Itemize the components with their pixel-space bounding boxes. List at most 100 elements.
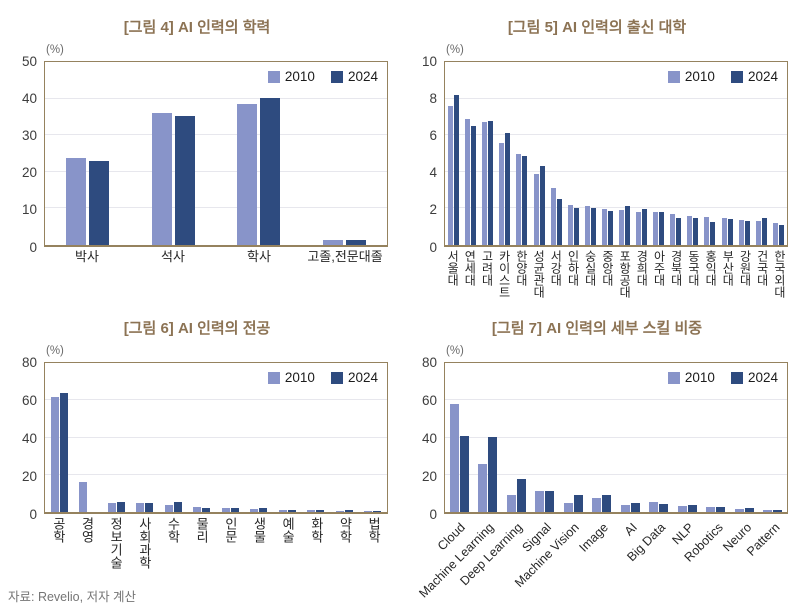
- x-category-label: 동국대: [686, 250, 701, 286]
- bar-2010: [755, 221, 761, 245]
- bar-2010: [706, 507, 716, 512]
- x-category-label: 예술: [280, 517, 296, 543]
- bar-2024: [259, 508, 268, 512]
- bar-2024: [773, 510, 783, 512]
- bar-2024: [687, 505, 697, 512]
- gridline: [45, 170, 387, 172]
- bar-2024: [454, 94, 460, 245]
- bar-2010: [516, 153, 522, 245]
- bar-2024: [778, 224, 784, 245]
- y-tick-label: 30: [21, 127, 37, 143]
- bar-2024: [607, 211, 613, 245]
- bar-2024: [522, 156, 528, 245]
- legend-swatch-2010: [267, 70, 280, 83]
- y-tick-label: 60: [21, 392, 37, 408]
- bar-2010: [653, 212, 659, 245]
- bar-2024: [676, 217, 682, 245]
- bar-group: [474, 363, 503, 512]
- bar-2010: [567, 204, 573, 245]
- bar-group: [513, 62, 530, 245]
- x-category-label: 한양대: [514, 250, 529, 286]
- figure6-title: [그림 6] AI 인력의 전공: [123, 320, 271, 337]
- bar-2010: [649, 501, 659, 512]
- bar-group: [673, 363, 702, 512]
- legend-label: 2010: [684, 69, 715, 84]
- bar-2010: [322, 239, 343, 245]
- legend-item-2010: 2010: [267, 69, 315, 84]
- bar-2010: [107, 502, 116, 512]
- figure4-unit-label: (%): [46, 44, 64, 56]
- x-category-label: Robotics: [668, 518, 725, 564]
- bar-group: [701, 62, 718, 245]
- bar-group: [216, 62, 302, 245]
- bar-2024: [761, 218, 767, 245]
- x-category-label: 경북대: [669, 250, 684, 286]
- gridline: [45, 207, 387, 209]
- gridline: [445, 207, 787, 209]
- bar-group: [702, 363, 731, 512]
- bar-2010: [550, 188, 556, 245]
- bar-group: [548, 62, 565, 245]
- legend-label: 2024: [347, 370, 378, 385]
- bar-group: [770, 62, 787, 245]
- x-category-label: 카이스트: [497, 250, 512, 298]
- figure5-plot-row: 0 2 4 6 8 10 (%) 2010 2024 서울대 연세대 고려대 카이스트 한양대 성균관…: [406, 43, 788, 313]
- figure4-bars: [45, 62, 387, 245]
- x-category-label: 인하대: [566, 250, 580, 286]
- figure6-x-labels: 공학 경영 정보기술 사회과학 수학 물리 인문 생물 예술 화학 약학 법학: [44, 514, 388, 580]
- x-category-label: Image: [567, 518, 610, 554]
- y-tick-label: 80: [421, 354, 437, 370]
- figure7-unit-label: (%): [446, 345, 464, 357]
- figure6-legend: 2010 2024: [267, 370, 378, 385]
- legend-label: 2010: [684, 370, 715, 385]
- bar-group: [633, 62, 650, 245]
- bar-2010: [738, 220, 744, 245]
- bar-2010: [704, 216, 710, 245]
- gridline: [45, 97, 387, 99]
- x-category-label: 홍익대: [703, 250, 718, 286]
- x-category-label-text: Image: [576, 520, 611, 555]
- bar-group: [502, 363, 531, 512]
- figure7-plot-row: 0 20 40 60 80 (%) 2010 2024 Cloud Machine Lear…: [406, 344, 788, 600]
- bar-2010: [533, 173, 539, 245]
- bar-group: [730, 363, 759, 512]
- bar-group: [359, 363, 388, 512]
- x-category-label: 화학: [308, 517, 324, 543]
- bar-2024: [744, 508, 754, 512]
- figure5-plot-column: (%) 2010 2024 서울대 연세대 고려대 카이스트 한양대 성균관대 서강대 인하대 숭…: [444, 43, 788, 313]
- bar-group: [45, 363, 74, 512]
- legend-swatch-2024: [330, 70, 343, 83]
- bar-2010: [449, 403, 459, 512]
- bar-2010: [79, 482, 88, 512]
- figure7-legend: 2010 2024: [667, 370, 778, 385]
- bar-2024: [173, 501, 182, 512]
- y-tick-label: 20: [421, 468, 437, 484]
- bar-group: [530, 62, 547, 245]
- bar-group: [131, 363, 160, 512]
- figure7-plot-area: 2010 2024: [444, 362, 788, 514]
- bar-2024: [89, 160, 110, 245]
- x-category-label: 한국외대: [772, 250, 787, 298]
- legend-swatch-2024: [330, 371, 343, 384]
- x-category-label: 물리: [194, 517, 210, 543]
- gridline: [445, 170, 787, 172]
- bar-group: [445, 363, 474, 512]
- bar-group: [759, 363, 788, 512]
- bar-group: [445, 62, 462, 245]
- bar-2024: [145, 502, 154, 512]
- bar-2024: [59, 392, 68, 512]
- legend-item-2024: 2024: [330, 370, 378, 385]
- legend-swatch-2010: [267, 371, 280, 384]
- bar-2010: [499, 142, 505, 245]
- bar-2010: [478, 463, 488, 512]
- bar-group: [302, 363, 331, 512]
- legend-label: 2024: [747, 69, 778, 84]
- figure7-x-labels: Cloud Machine Learning Deep Learning Signal…: [416, 514, 788, 600]
- gridline: [45, 399, 387, 401]
- bar-group: [188, 363, 217, 512]
- legend-item-2024: 2024: [330, 69, 378, 84]
- legend-label: 2010: [284, 69, 315, 84]
- x-category-label: 사회과학: [136, 517, 152, 569]
- bar-2024: [744, 221, 750, 245]
